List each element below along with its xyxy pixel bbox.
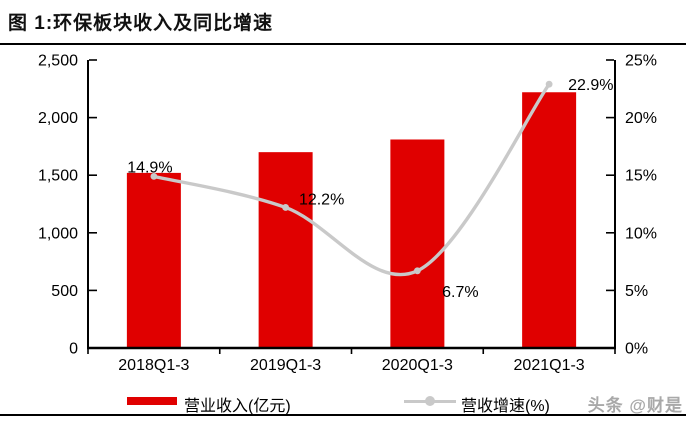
growth-point-2018Q1-3 [150, 172, 158, 180]
right-axis-tick-label: 20% [625, 110, 657, 127]
title-divider-line [0, 43, 686, 45]
left-axis-tick-label: 500 [51, 283, 78, 300]
watermark-text: 头条 @财是 [587, 396, 683, 415]
left-axis-tick-label: 1,000 [38, 225, 78, 242]
left-axis-tick-label: 2,000 [38, 110, 78, 127]
bar-2019Q1-3 [258, 152, 313, 348]
left-axis-tick-label: 2,500 [38, 53, 78, 70]
growth-line [153, 83, 551, 277]
x-axis-category-label: 2021Q1-3 [514, 357, 585, 374]
legend-label-revenue: 营业收入(亿元) [184, 398, 291, 415]
bar-2021Q1-3 [522, 92, 577, 348]
legend-label-growth: 营收增速(%) [461, 398, 550, 415]
point-label: 22.9% [568, 77, 613, 94]
bar-2020Q1-3 [390, 139, 445, 348]
legend-line-marker-icon [425, 396, 435, 406]
left-axis-tick-label: 0 [69, 341, 78, 358]
legend-bar-swatch [127, 397, 177, 405]
bottom-divider-line [0, 414, 686, 416]
point-label: 14.9% [127, 159, 172, 176]
growth-point-2021Q1-3 [545, 80, 553, 88]
growth-point-2020Q1-3 [413, 267, 421, 275]
right-axis-tick-label: 15% [625, 168, 657, 185]
x-axis-category-label: 2020Q1-3 [382, 357, 453, 374]
bar-2018Q1-3 [126, 172, 181, 348]
right-axis-tick-label: 25% [625, 53, 657, 70]
growth-point-2019Q1-3 [282, 204, 290, 211]
left-axis-tick-label: 1,500 [38, 168, 78, 185]
right-axis-tick-label: 10% [625, 225, 657, 242]
point-label: 6.7% [442, 284, 478, 301]
right-axis-tick-label: 0% [625, 341, 648, 358]
x-axis-category-label: 2018Q1-3 [118, 357, 189, 374]
point-label: 12.2% [299, 191, 344, 208]
x-axis-category-label: 2019Q1-3 [250, 357, 321, 374]
chart-title: 图 1:环保板块收入及同比增速 [8, 13, 274, 34]
right-axis-tick-label: 5% [625, 283, 648, 300]
